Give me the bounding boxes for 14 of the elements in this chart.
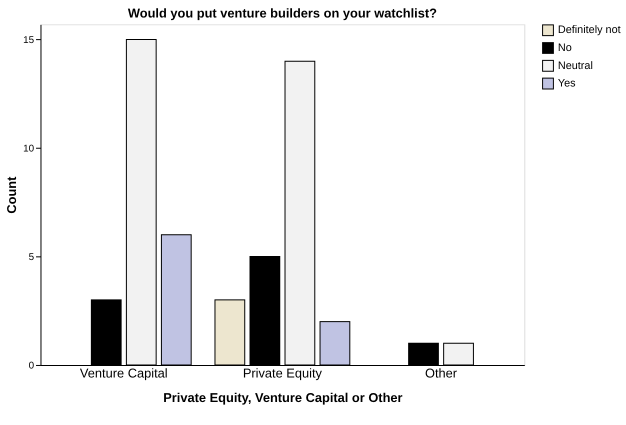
- x-tick-label: Venture Capital: [80, 365, 168, 380]
- x-tick-label: Other: [424, 365, 458, 380]
- y-tick-label: 0: [28, 360, 35, 372]
- legend-label: Yes: [558, 78, 576, 90]
- y-tick-label: 5: [28, 252, 35, 263]
- chart-title: Would you put venture builders on your watchlist?: [128, 5, 438, 20]
- y-tick-label: 10: [23, 143, 35, 154]
- y-tick-label: 15: [23, 34, 35, 46]
- legend-label: Neutral: [558, 60, 593, 72]
- x-axis-title: Private Equity, Venture Capital or Other: [163, 390, 403, 405]
- legend-label: No: [558, 42, 572, 54]
- y-axis-title: Count: [4, 176, 20, 214]
- legend-label: Definitely not: [558, 24, 621, 36]
- x-tick-label: Private Equity: [242, 365, 323, 380]
